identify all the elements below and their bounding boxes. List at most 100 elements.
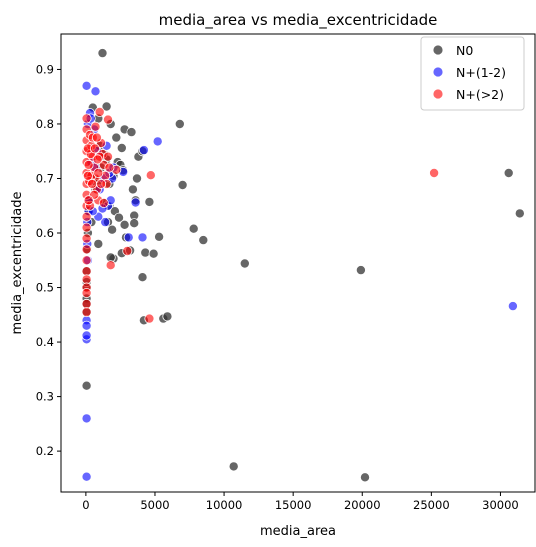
point-series-1-4	[138, 145, 149, 156]
point-series-2-19	[81, 233, 92, 244]
point-series-0-17	[127, 184, 138, 195]
point-series-2-7	[94, 107, 105, 118]
point-series-1-28	[100, 217, 111, 228]
point-series-0-16	[177, 179, 188, 190]
point-series-0-8	[111, 132, 122, 143]
point-series-2-48	[93, 167, 104, 178]
point-series-0-40	[355, 265, 366, 276]
point-series-2-17	[81, 211, 92, 222]
point-series-0-19	[144, 196, 155, 207]
point-series-2-38	[83, 159, 94, 170]
x-tick-label-5000: 5000	[140, 498, 169, 512]
point-series-1-15	[81, 471, 92, 482]
point-series-2-58	[92, 154, 103, 165]
point-series-0-15	[131, 173, 142, 184]
point-series-2-27	[81, 307, 92, 318]
x-tick-label-30000: 30000	[482, 498, 519, 512]
point-series-1-14	[81, 413, 92, 424]
legend-label-n0: N0	[456, 43, 473, 58]
x-axis-label: media_area	[260, 524, 336, 539]
point-series-0-42	[503, 167, 514, 178]
point-series-0-32	[154, 231, 165, 242]
point-series-0-5	[101, 101, 112, 112]
plot-frame	[60, 33, 536, 493]
point-series-0-1	[174, 119, 185, 130]
point-series-0-24	[129, 218, 140, 229]
point-series-2-3	[105, 260, 116, 271]
point-series-2-60	[104, 162, 115, 173]
y-tick-label-0.4: 0.4	[36, 335, 54, 349]
point-series-1-9	[507, 301, 518, 312]
y-tick-label-0.7: 0.7	[36, 171, 54, 185]
legend-frame	[420, 36, 525, 111]
point-series-0-48	[359, 472, 370, 483]
chart-title: media_area vs media_excentricidade	[159, 11, 438, 30]
point-series-0-46	[162, 311, 173, 322]
point-series-1-13	[81, 330, 92, 341]
point-series-2-21	[81, 255, 92, 266]
x-tick-label-15000: 15000	[275, 498, 312, 512]
x-tick-label-0: 0	[82, 498, 89, 512]
point-series-0-43	[514, 208, 525, 219]
y-tick-label-0.2: 0.2	[36, 444, 54, 458]
point-series-1-11	[81, 320, 92, 331]
point-series-0-0	[97, 48, 108, 59]
point-series-2-6	[103, 114, 114, 125]
point-series-2-1	[145, 170, 156, 181]
point-series-0-27	[198, 235, 209, 246]
point-series-0-47	[228, 461, 239, 472]
y-axis: 0.2 0.3 0.4 0.5 0.6 0.7 0.8 0.9	[36, 62, 61, 458]
point-series-0-25	[119, 219, 130, 230]
point-series-1-7	[137, 232, 148, 243]
point-series-2-52	[96, 178, 107, 189]
point-series-0-30	[93, 238, 104, 249]
x-tick-label-20000: 20000	[344, 498, 381, 512]
point-series-2-44	[90, 121, 101, 132]
y-tick-label-0.3: 0.3	[36, 390, 54, 404]
x-tick-label-10000: 10000	[206, 498, 243, 512]
legend-marker-n0	[432, 44, 444, 56]
point-series-0-29	[107, 224, 118, 235]
y-axis-label: media_excentricidade	[10, 192, 25, 335]
point-series-0-22	[114, 212, 125, 223]
point-series-0-41	[137, 272, 148, 283]
point-series-2-25	[81, 287, 92, 298]
x-axis: 0 5000 10000 15000 20000 25000 30000	[82, 492, 519, 512]
point-series-2-45	[91, 132, 102, 143]
point-series-2-54	[103, 151, 114, 162]
point-series-0-36	[140, 247, 151, 258]
point-series-1-5	[130, 197, 141, 208]
point-series-2-8	[81, 113, 92, 124]
point-series-2-2	[144, 313, 155, 324]
point-series-2-56	[87, 178, 98, 189]
point-series-0-9	[116, 142, 127, 153]
legend-label-n-gt-2: N+(>2)	[456, 87, 504, 102]
legend: N0 N+(1-2) N+(>2)	[420, 36, 525, 111]
point-series-2-20	[81, 244, 92, 255]
point-series-2-57	[89, 143, 100, 154]
y-tick-label-0.6: 0.6	[36, 226, 54, 240]
point-series-1-3	[152, 136, 163, 147]
legend-marker-n-gt-2	[432, 88, 444, 100]
point-series-2-55	[83, 195, 94, 206]
point-series-0-49	[81, 380, 92, 391]
point-series-2-0	[429, 167, 440, 178]
point-series-1-0	[81, 80, 92, 91]
y-tick-label-0.8: 0.8	[36, 117, 54, 131]
point-series-2-53	[98, 197, 109, 208]
point-series-0-39	[239, 258, 250, 269]
y-tick-label-0.9: 0.9	[36, 62, 54, 76]
point-series-2-59	[82, 170, 93, 181]
legend-label-n-1-2: N+(1-2)	[456, 65, 506, 80]
point-series-2-18	[81, 222, 92, 233]
points-layer	[81, 48, 525, 483]
point-series-0-37	[148, 248, 159, 259]
y-tick-label-0.5: 0.5	[36, 281, 54, 295]
legend-marker-n-1-2	[432, 66, 444, 78]
x-tick-label-25000: 25000	[413, 498, 450, 512]
point-series-1-1	[90, 86, 101, 97]
point-series-1-8	[123, 232, 134, 243]
point-series-0-26	[188, 223, 199, 234]
point-series-2-4	[122, 245, 133, 256]
